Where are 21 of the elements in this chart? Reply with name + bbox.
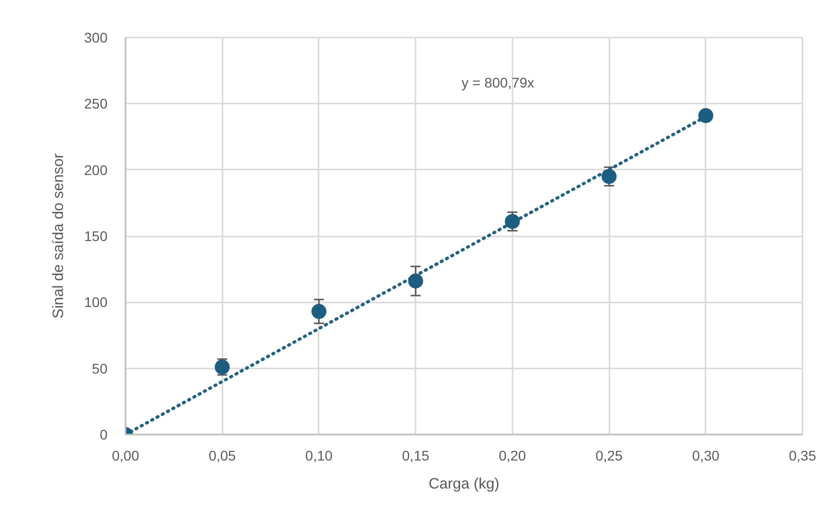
x-tick-label: 0,15 [402,448,430,464]
y-tick-label: 300 [84,30,108,46]
y-tick-label: 200 [84,162,108,178]
y-axis-title: Sinal de saída do sensor [50,153,68,319]
x-tick-label: 0,20 [498,448,526,464]
x-tick-label: 0,05 [208,448,236,464]
y-tick-label: 100 [84,294,108,310]
y-tick-label: 50 [92,360,108,376]
x-tick-label: 0,35 [788,448,816,464]
x-tick-label: 0,00 [112,448,140,464]
point [311,304,326,319]
x-tick-label: 0,25 [595,448,623,464]
y-tick-label: 150 [84,228,108,244]
annotation: y = 800,79x [461,74,534,90]
point [408,274,424,288]
y-tick-label: 0 [100,426,108,442]
x-tick-label: 0,30 [692,448,720,464]
y-tick-label: 250 [84,96,108,112]
x-axis-title: Carga (kg) [428,476,500,492]
x-tick-label: 0,10 [305,448,333,464]
point [698,108,714,124]
